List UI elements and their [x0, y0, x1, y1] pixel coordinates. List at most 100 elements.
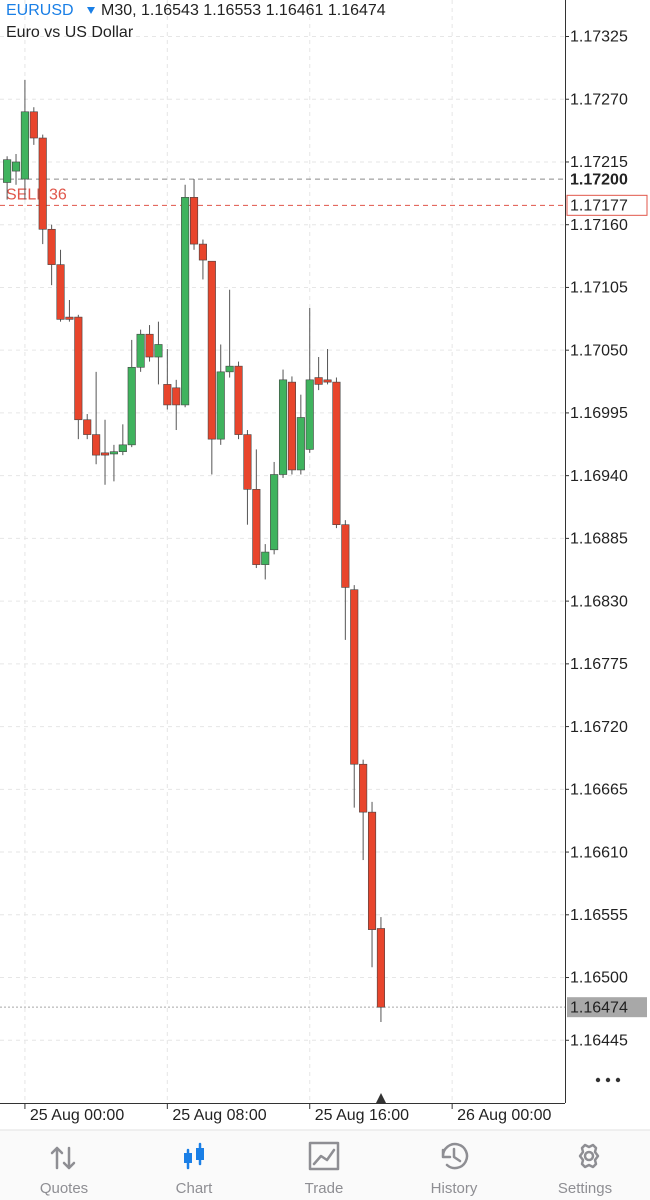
- tab-icon: [578, 1143, 600, 1169]
- candle-body: [65, 316, 74, 320]
- candle-body: [181, 197, 190, 406]
- candle-body: [56, 264, 65, 320]
- x-tick-label: 25 Aug 00:00: [30, 1107, 124, 1124]
- candle-body: [20, 111, 29, 180]
- candle-body: [92, 434, 101, 456]
- candle-body: [270, 474, 279, 551]
- y-tick-label: 1.16555: [570, 907, 628, 924]
- candle-body: [234, 365, 243, 435]
- y-tick-label: 1.16885: [570, 531, 628, 548]
- tab[interactable]: Quotes: [40, 1146, 88, 1197]
- candle-body: [47, 228, 56, 265]
- candle-body: [243, 434, 252, 490]
- candle-body: [296, 417, 305, 471]
- candle-body: [198, 243, 207, 261]
- candles: [3, 79, 385, 1023]
- y-tick-label: 1.16610: [570, 844, 628, 861]
- candle-body: [261, 551, 270, 565]
- candle-body: [207, 260, 216, 440]
- candle-body: [11, 161, 21, 172]
- tabs: Quotes Chart Trade History Settings: [40, 1141, 612, 1197]
- dot: [595, 1077, 601, 1083]
- y-tick-label: 1.17325: [570, 29, 628, 46]
- x-tick-label: 25 Aug 16:00: [315, 1107, 409, 1124]
- tab-icon-part: [583, 1150, 595, 1162]
- candle-body: [83, 419, 92, 435]
- tab-icon-part: [184, 1153, 192, 1163]
- tab[interactable]: Settings: [558, 1143, 612, 1197]
- candle-body: [145, 333, 154, 358]
- candle-body: [118, 444, 127, 452]
- y-tick-label: 1.17270: [570, 91, 628, 108]
- tab-icon: [441, 1142, 469, 1170]
- more-menu[interactable]: [595, 1077, 621, 1083]
- price-label-box: [566, 194, 648, 216]
- y-tick-label: 1.17050: [570, 342, 628, 359]
- tab-label: Settings: [558, 1180, 612, 1197]
- candle-body: [278, 379, 288, 475]
- candle-body: [100, 452, 110, 456]
- y-tick-label: 1.17160: [570, 217, 628, 234]
- y-tick-label: 1.17105: [570, 280, 628, 297]
- symbol[interactable]: EURUSD: [6, 2, 74, 19]
- ohlc-info: M30, 1.16543 1.16553 1.16461 1.16474: [101, 2, 386, 19]
- candle-body: [172, 387, 181, 406]
- order-label: SELL 36: [6, 187, 67, 204]
- tab-label: Chart: [176, 1180, 214, 1197]
- y-tick-label: 1.16775: [570, 656, 628, 673]
- y-tick-label: 1.16445: [570, 1032, 628, 1049]
- price-label-box: [567, 997, 647, 1018]
- x-tick-label: 26 Aug 00:00: [457, 1107, 551, 1124]
- y-tick-label: 1.16500: [570, 970, 628, 987]
- candle-body: [252, 489, 261, 565]
- candle-body: [359, 763, 368, 813]
- y-tick-label: 1.16995: [570, 405, 628, 422]
- candle-body: [74, 316, 83, 421]
- tab-icon-part: [196, 1148, 204, 1160]
- candle-body: [3, 159, 12, 183]
- tab-bar: [0, 1130, 650, 1200]
- tab[interactable]: Chart: [176, 1142, 214, 1197]
- candle-body: [127, 366, 136, 446]
- tab-icon: [308, 1141, 340, 1171]
- current-bar-marker: [376, 1093, 386, 1103]
- candle-body: [350, 589, 359, 765]
- x-tick-label: 25 Aug 08:00: [172, 1107, 266, 1124]
- candle-body: [305, 379, 314, 450]
- tab-icon: [50, 1146, 76, 1170]
- candle-body: [189, 197, 199, 245]
- candle-body: [109, 451, 118, 455]
- price-label: 1.16474: [570, 999, 628, 1016]
- candle-body: [216, 371, 225, 440]
- y-tick-label: 1.16830: [570, 593, 628, 610]
- candle-body: [314, 377, 323, 385]
- tab-label: Trade: [305, 1180, 344, 1197]
- candle-body: [376, 928, 385, 1008]
- y-tick-label: 1.16665: [570, 782, 628, 799]
- candle-body: [136, 333, 145, 368]
- candle-body: [38, 137, 47, 230]
- tab[interactable]: History: [431, 1142, 478, 1197]
- symbol-description: Euro vs US Dollar: [6, 24, 134, 41]
- candle-body: [367, 811, 377, 930]
- tab-label: Quotes: [40, 1180, 88, 1197]
- candle-body: [332, 381, 341, 525]
- candle-body: [29, 111, 38, 139]
- y-tick-label: 1.17215: [570, 154, 628, 171]
- dot: [605, 1077, 611, 1083]
- dot: [615, 1077, 621, 1083]
- y-tick-label: 1.16940: [570, 468, 628, 485]
- tab-label: History: [431, 1180, 478, 1197]
- symbol-dropdown-icon[interactable]: [87, 7, 95, 14]
- price-label: 1.17177: [570, 198, 628, 215]
- price-label: 1.17200: [570, 171, 628, 188]
- candle-body: [225, 365, 234, 373]
- axes: 1.17325 1.17270 1.17215 1.17160 1.17105 1.170…: [24, 29, 648, 1124]
- tab[interactable]: Trade: [305, 1141, 344, 1197]
- candle-body: [323, 379, 332, 383]
- price-lines: SELL 36: [0, 178, 565, 1008]
- candle-body: [341, 524, 350, 588]
- candle-body: [163, 384, 172, 406]
